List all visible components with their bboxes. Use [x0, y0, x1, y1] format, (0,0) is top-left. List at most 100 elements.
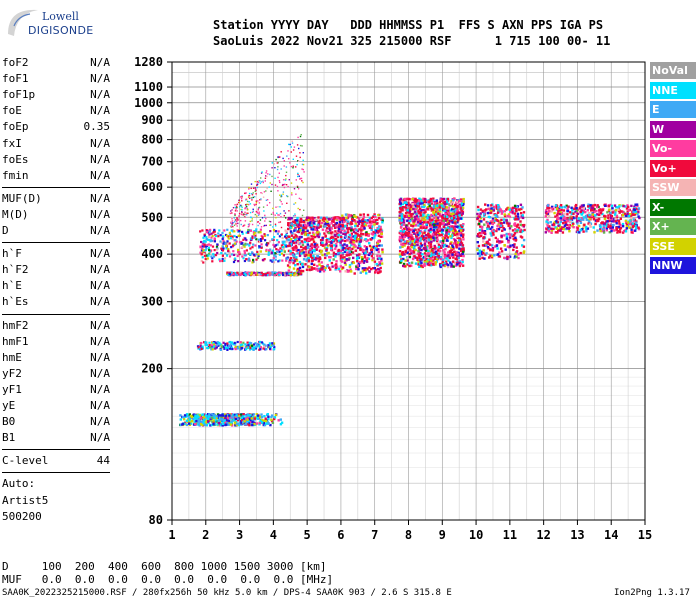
echo-point	[276, 239, 279, 242]
digisonde-logo: Lowell DIGISONDE	[2, 4, 112, 44]
echo-point	[551, 205, 554, 209]
echo-point	[305, 268, 309, 271]
echo-point	[361, 221, 364, 225]
echo-point	[213, 237, 216, 240]
echo-point	[445, 223, 448, 226]
echo-point	[612, 218, 615, 221]
echo-point	[492, 230, 495, 233]
echo-point	[314, 228, 317, 231]
echo-point	[380, 257, 383, 261]
echo-point	[374, 268, 378, 272]
echo-point	[367, 224, 370, 228]
echo-point	[435, 203, 438, 206]
echo-point	[227, 237, 230, 240]
echo-point	[230, 253, 234, 256]
echo-point	[411, 219, 414, 222]
echo-point	[521, 214, 524, 217]
echo-point	[451, 221, 454, 224]
echo-point	[500, 210, 503, 213]
echo-point	[285, 184, 288, 186]
echo-point	[410, 208, 413, 211]
echo-point	[240, 242, 243, 245]
echo-point	[435, 200, 438, 203]
echo-point	[413, 232, 416, 235]
echo-point	[210, 255, 213, 258]
echo-point	[439, 265, 442, 269]
echo-point	[554, 204, 558, 207]
echo-point	[511, 209, 514, 213]
echo-point	[218, 258, 221, 261]
echo-point	[251, 211, 254, 213]
echo-point	[297, 160, 299, 162]
echo-point	[266, 187, 268, 190]
echo-point	[365, 231, 368, 234]
echo-point	[334, 238, 337, 241]
echo-point	[499, 240, 503, 243]
echo-point	[206, 420, 209, 423]
echo-point	[246, 214, 248, 216]
echo-point	[291, 142, 294, 144]
echo-point	[588, 221, 591, 224]
echo-point	[419, 226, 422, 229]
echo-point	[206, 257, 209, 260]
echo-point	[370, 250, 373, 253]
echo-point	[406, 209, 409, 212]
echo-point	[365, 246, 368, 249]
echo-point	[521, 229, 525, 233]
echo-point	[376, 218, 379, 222]
echo-point	[511, 244, 515, 247]
echo-point	[610, 215, 613, 218]
echo-point	[247, 419, 250, 423]
y-tick-label: 1000	[134, 96, 163, 110]
echo-point	[443, 251, 446, 254]
echo-point	[250, 346, 254, 349]
echo-point	[343, 256, 346, 259]
echo-point	[302, 231, 305, 234]
echo-point	[264, 417, 267, 420]
echo-point	[582, 209, 585, 212]
echo-point	[318, 263, 321, 266]
echo-point	[418, 265, 421, 268]
echo-point	[435, 220, 438, 223]
echo-point	[344, 270, 347, 273]
echo-point	[328, 255, 331, 259]
echo-point	[268, 274, 271, 277]
echo-point	[299, 253, 302, 256]
echo-point	[521, 206, 524, 209]
echo-point	[636, 212, 639, 216]
echo-point	[432, 229, 436, 232]
parameter-name: foF1	[2, 72, 29, 86]
echo-point	[179, 418, 182, 421]
echo-point	[258, 340, 262, 344]
echo-point	[296, 225, 299, 228]
echo-point	[241, 209, 243, 211]
echo-point	[305, 239, 308, 242]
echo-point	[403, 214, 407, 218]
echo-point	[275, 217, 277, 219]
parameter-row: foF2 N/A	[2, 56, 110, 70]
echo-point	[208, 341, 211, 344]
echo-point	[459, 207, 463, 210]
echo-point	[340, 267, 344, 271]
echo-point	[202, 421, 205, 425]
echo-point	[616, 206, 619, 209]
echo-point	[243, 252, 246, 255]
echo-point	[332, 236, 335, 239]
echo-point	[357, 222, 361, 226]
echo-point	[419, 216, 422, 219]
echo-point	[287, 150, 289, 152]
echo-point	[491, 247, 495, 250]
echo-point	[219, 240, 222, 243]
echo-point	[489, 254, 492, 258]
echo-point	[359, 248, 362, 252]
echo-point	[516, 215, 520, 218]
echo-point	[614, 220, 618, 223]
echo-point	[319, 225, 322, 228]
echo-point	[420, 200, 423, 204]
echo-point	[411, 198, 414, 201]
echo-point	[431, 210, 435, 213]
echo-point	[517, 253, 520, 256]
echo-point	[561, 231, 565, 234]
echo-point	[457, 215, 460, 218]
echo-point	[335, 243, 338, 246]
